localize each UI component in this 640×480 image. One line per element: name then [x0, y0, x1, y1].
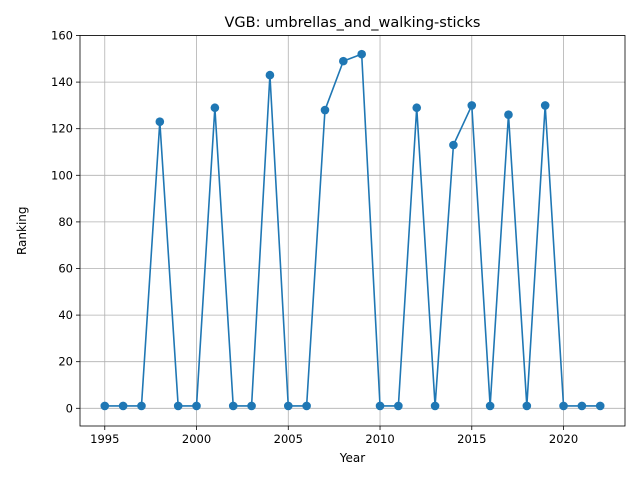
y-tick-label: 100 — [51, 168, 73, 182]
x-axis: 1995 2000 2005 2010 2015 2020 — [90, 426, 578, 446]
series — [100, 49, 605, 411]
y-tick-label: 80 — [58, 215, 73, 229]
series-line — [104, 53, 601, 407]
data-point — [559, 401, 568, 411]
x-tick-label: 2020 — [549, 432, 578, 446]
y-axis: 0 20 40 60 80 100 120 140 160 — [51, 29, 80, 415]
y-tick-label: 140 — [51, 75, 73, 89]
y-axis-label: Ranking — [15, 206, 29, 255]
data-point — [210, 103, 220, 113]
data-point — [485, 401, 495, 411]
data-point — [228, 401, 238, 411]
chart-title: VGB: umbrellas_and_walking-sticks — [225, 15, 481, 31]
data-point — [522, 401, 532, 411]
y-tick-label: 160 — [51, 29, 73, 43]
data-point — [118, 401, 128, 411]
data-point — [155, 117, 165, 127]
data-point — [192, 401, 201, 411]
y-tick-label: 0 — [66, 401, 73, 415]
data-point — [540, 101, 550, 110]
x-axis-label: Year — [339, 451, 365, 465]
y-tick-label: 20 — [58, 355, 73, 369]
data-point — [595, 401, 605, 411]
y-tick-label: 60 — [58, 261, 73, 275]
x-tick-label: 1995 — [90, 432, 119, 446]
x-tick-label: 2010 — [365, 432, 394, 446]
data-point — [430, 401, 440, 411]
data-point — [467, 101, 477, 110]
plot-frame — [79, 35, 626, 427]
data-point — [247, 401, 256, 411]
data-point — [320, 105, 330, 115]
y-tick-label: 40 — [58, 308, 73, 322]
data-point — [339, 56, 348, 66]
data-point — [283, 401, 293, 411]
y-tick-label: 120 — [51, 122, 73, 136]
data-point — [100, 401, 110, 411]
data-point — [357, 49, 366, 59]
data-point — [412, 103, 422, 113]
data-point — [504, 110, 513, 120]
x-tick-label: 2000 — [182, 432, 211, 446]
data-point — [265, 70, 275, 80]
data-point — [375, 401, 385, 411]
data-point — [577, 401, 587, 411]
data-point — [394, 401, 403, 411]
data-point — [302, 401, 311, 411]
data-point — [449, 140, 458, 150]
x-tick-label: 2005 — [274, 432, 303, 446]
data-point — [173, 401, 183, 411]
x-tick-label: 2015 — [457, 432, 486, 446]
data-point — [137, 401, 146, 411]
